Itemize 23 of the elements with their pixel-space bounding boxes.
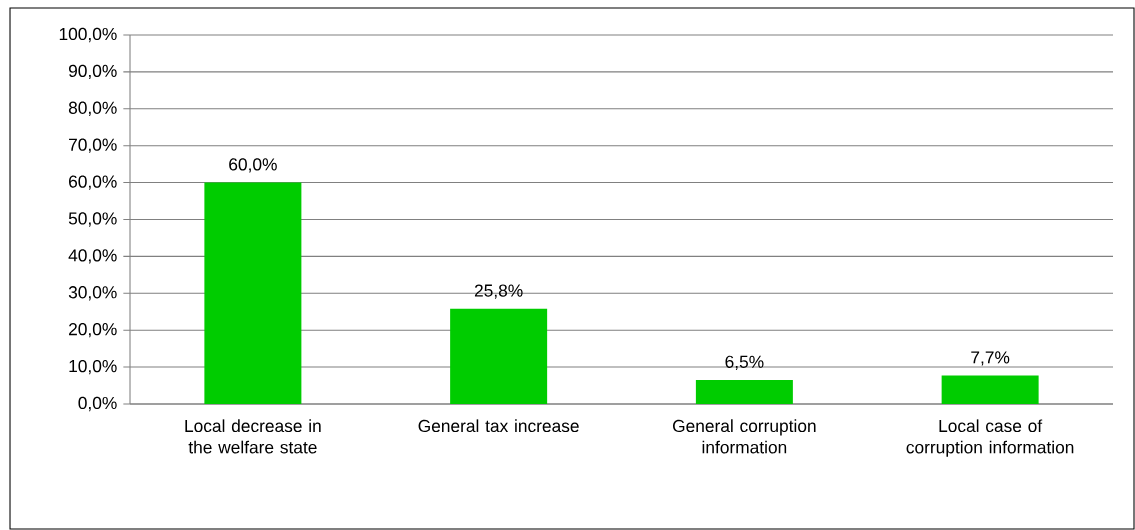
bar [941,375,1039,404]
x-tick-label: Local case of corruption information [906,419,1074,457]
y-tick-label: 10,0% [69,359,117,375]
y-tick-label: 60,0% [69,175,117,190]
y-tick-label: 40,0% [68,249,117,264]
y-tick-label: 30,0% [68,286,117,301]
y-tick-label: 90,0% [68,64,117,80]
y-tick-label: 50,0% [68,212,117,227]
y-tick-label: 0,0% [78,396,117,412]
x-tick-label: Local decrease in the welfare state [185,419,321,454]
data-label: 6,5% [725,355,764,370]
data-label: 7,7% [971,351,1010,366]
bar [204,182,302,404]
data-label: 25,8% [474,284,523,299]
x-tick-label: General corruption information [673,419,816,454]
data-label: 60,0% [229,158,277,173]
y-tick-label: 80,0% [68,101,117,116]
y-tick-label: 70,0% [69,138,117,153]
bar [695,380,793,404]
y-tick-label: 20,0% [69,323,117,338]
x-tick-label: General tax increase [418,419,579,433]
bar [450,308,548,404]
y-tick-label: 100,0% [59,27,117,43]
